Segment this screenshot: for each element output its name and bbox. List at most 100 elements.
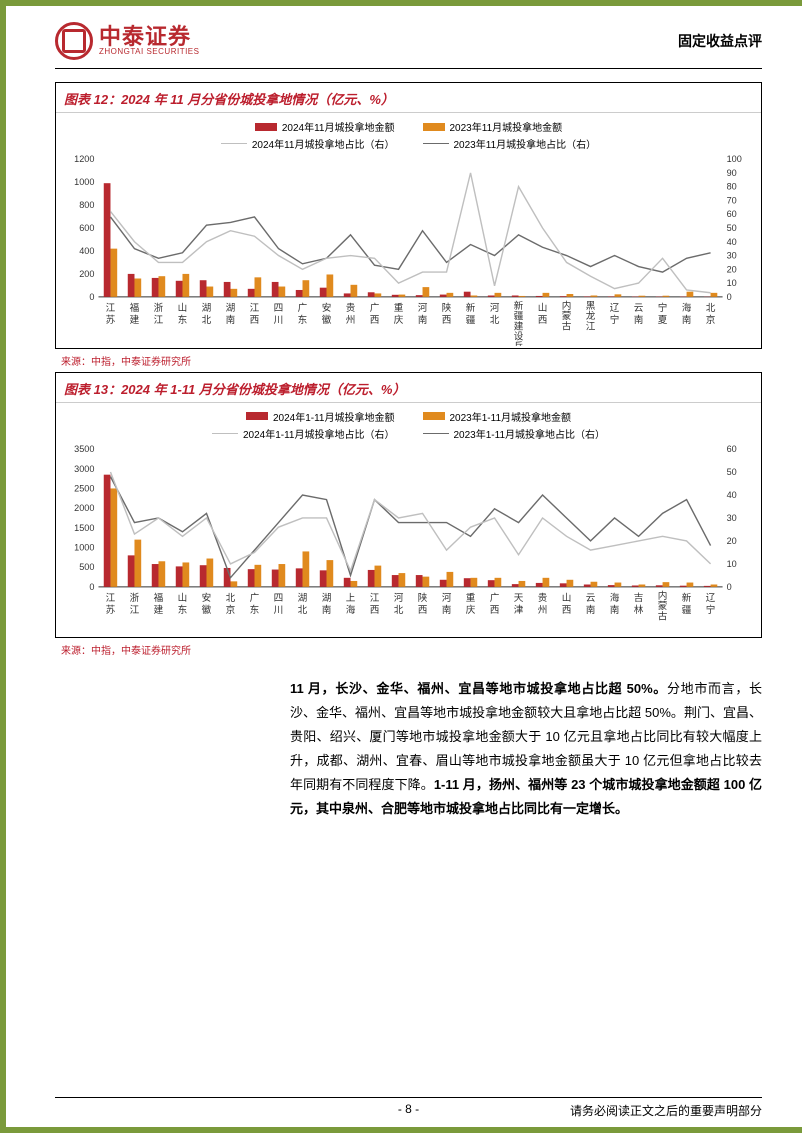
legend-item: 2024年1-11月城投拿地占比（右） <box>212 426 395 441</box>
legend-label: 2023年11月城投拿地占比（右） <box>454 136 597 151</box>
logo-icon <box>55 22 93 60</box>
document-category: 固定收益点评 <box>678 31 762 51</box>
legend-label: 2024年11月城投拿地占比（右） <box>252 136 395 151</box>
svg-text:10: 10 <box>727 558 737 568</box>
svg-text:南: 南 <box>682 314 692 326</box>
svg-text:津: 津 <box>514 605 524 616</box>
svg-text:60: 60 <box>727 209 737 219</box>
page-accent-left <box>0 0 6 1133</box>
svg-text:兵: 兵 <box>514 341 524 346</box>
chart-13-area: 2024年1-11月城投拿地金额 2023年1-11月城投拿地金额 2024年1… <box>56 403 761 638</box>
page-content: 图表 12：2024 年 11 月分省份城投拿地情况（亿元、%） 2024年11… <box>55 82 762 821</box>
svg-text:陕: 陕 <box>442 302 452 314</box>
svg-text:浙: 浙 <box>154 302 164 314</box>
svg-text:海: 海 <box>682 302 692 314</box>
svg-text:北: 北 <box>226 593 236 604</box>
svg-text:林: 林 <box>634 604 644 616</box>
svg-text:江: 江 <box>154 315 164 326</box>
svg-text:吉: 吉 <box>634 592 644 604</box>
svg-text:河: 河 <box>394 592 404 604</box>
svg-text:90: 90 <box>727 168 737 178</box>
chart-13-source: 来源：中指，中泰证券研究所 <box>55 642 762 661</box>
svg-text:山: 山 <box>178 593 188 604</box>
chart-12-area: 2024年11月城投拿地金额 2023年11月城投拿地金额 2024年11月城投… <box>56 113 761 348</box>
legend-item: 2023年11月城投拿地占比（右） <box>423 136 597 151</box>
svg-text:西: 西 <box>562 605 572 616</box>
legend-item: 2024年11月城投拿地金额 <box>255 119 395 134</box>
body-bold-1: 11 月，长沙、金华、福州、宜昌等地市城投拿地占比超 50%。 <box>290 681 667 696</box>
svg-text:新: 新 <box>682 592 692 604</box>
chart-12-source: 来源：中指，中泰证券研究所 <box>55 353 762 372</box>
svg-text:1200: 1200 <box>74 154 94 164</box>
logo-text-en: ZHONGTAI SECURITIES <box>99 48 199 56</box>
svg-text:陕: 陕 <box>418 592 428 604</box>
svg-text:西: 西 <box>250 315 260 326</box>
svg-text:西: 西 <box>490 605 500 616</box>
svg-text:古: 古 <box>658 610 668 622</box>
svg-text:疆: 疆 <box>466 315 476 326</box>
svg-text:广: 广 <box>298 302 308 314</box>
svg-text:辽: 辽 <box>706 592 716 604</box>
svg-text:50: 50 <box>727 467 737 477</box>
svg-text:3500: 3500 <box>74 444 94 454</box>
page-accent-top <box>0 0 802 6</box>
svg-text:重: 重 <box>466 592 476 604</box>
svg-text:西: 西 <box>418 605 428 616</box>
brand-logo: 中泰证券 ZHONGTAI SECURITIES <box>55 22 199 60</box>
svg-text:西: 西 <box>370 315 380 326</box>
svg-text:60: 60 <box>727 444 737 454</box>
svg-text:北: 北 <box>202 315 212 326</box>
svg-text:江: 江 <box>370 593 380 604</box>
svg-text:西: 西 <box>442 315 452 326</box>
svg-text:徽: 徽 <box>322 314 332 326</box>
svg-text:广: 广 <box>490 592 500 604</box>
svg-text:1000: 1000 <box>74 177 94 187</box>
page-header: 中泰证券 ZHONGTAI SECURITIES 固定收益点评 <box>55 22 762 69</box>
svg-text:京: 京 <box>226 604 236 616</box>
svg-text:江: 江 <box>106 593 116 604</box>
svg-text:10: 10 <box>727 278 737 288</box>
svg-text:200: 200 <box>79 269 94 279</box>
svg-text:50: 50 <box>727 223 737 233</box>
svg-text:苏: 苏 <box>106 604 116 616</box>
svg-text:安: 安 <box>202 592 212 604</box>
svg-text:山: 山 <box>562 593 572 604</box>
svg-text:北: 北 <box>490 315 500 326</box>
svg-text:江: 江 <box>130 605 140 616</box>
svg-text:北: 北 <box>706 303 716 314</box>
svg-text:0: 0 <box>727 292 732 302</box>
svg-text:四: 四 <box>274 593 284 604</box>
svg-text:湖: 湖 <box>202 303 212 314</box>
svg-text:西: 西 <box>370 605 380 616</box>
svg-text:南: 南 <box>322 604 332 616</box>
page-accent-bottom <box>0 1127 802 1133</box>
chart-12-title: 图表 12：2024 年 11 月分省份城投拿地情况（亿元、%） <box>56 83 761 113</box>
svg-text:建: 建 <box>154 604 164 616</box>
svg-text:南: 南 <box>610 604 620 616</box>
svg-text:湖: 湖 <box>322 593 332 604</box>
svg-text:80: 80 <box>727 182 737 192</box>
page-footer: - 8 - 请务必阅读正文之后的重要声明部分 <box>55 1097 762 1119</box>
svg-text:州: 州 <box>346 315 356 326</box>
svg-text:0: 0 <box>727 581 732 591</box>
svg-text:东: 东 <box>178 604 188 616</box>
legend-label: 2023年1-11月城投拿地占比（右） <box>454 426 606 441</box>
svg-text:北: 北 <box>298 605 308 616</box>
svg-text:南: 南 <box>586 604 596 616</box>
legend-label: 2023年1-11月城投拿地金额 <box>450 409 572 424</box>
svg-text:四: 四 <box>274 303 284 314</box>
svg-text:新: 新 <box>466 302 476 314</box>
svg-text:2000: 2000 <box>74 503 94 513</box>
svg-text:30: 30 <box>727 513 737 523</box>
svg-text:徽: 徽 <box>202 604 212 616</box>
svg-text:400: 400 <box>79 246 94 256</box>
svg-text:建: 建 <box>130 314 140 326</box>
svg-text:山: 山 <box>538 303 548 314</box>
svg-text:山: 山 <box>178 303 188 314</box>
svg-text:湖: 湖 <box>298 593 308 604</box>
svg-text:宁: 宁 <box>658 302 668 314</box>
legend-item: 2023年11月城投拿地金额 <box>423 119 563 134</box>
svg-text:福: 福 <box>154 592 164 604</box>
footer-disclaimer: 请务必阅读正文之后的重要声明部分 <box>570 1102 762 1119</box>
svg-text:1000: 1000 <box>74 542 94 552</box>
